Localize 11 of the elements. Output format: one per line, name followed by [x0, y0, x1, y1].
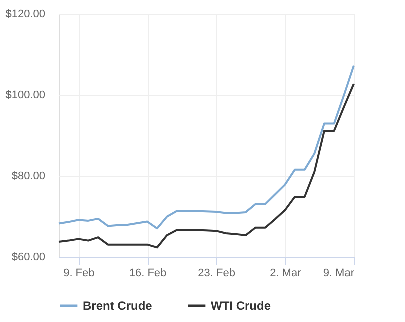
- x-tick-label: 9. Feb: [64, 268, 95, 280]
- y-tick-label: $60.00: [12, 252, 46, 264]
- x-tick-label: 23. Feb: [198, 268, 236, 280]
- x-tick-label: 2. Mar: [270, 268, 302, 280]
- legend-label: Brent Crude: [83, 299, 153, 313]
- y-tick-label: $120.00: [6, 8, 46, 20]
- x-tick-label: 16. Feb: [129, 268, 167, 280]
- y-tick-label: $100.00: [6, 90, 46, 102]
- legend-label: WTI Crude: [211, 299, 272, 313]
- x-tick-label: 9. Mar: [323, 268, 355, 280]
- y-tick-label: $80.00: [12, 170, 46, 182]
